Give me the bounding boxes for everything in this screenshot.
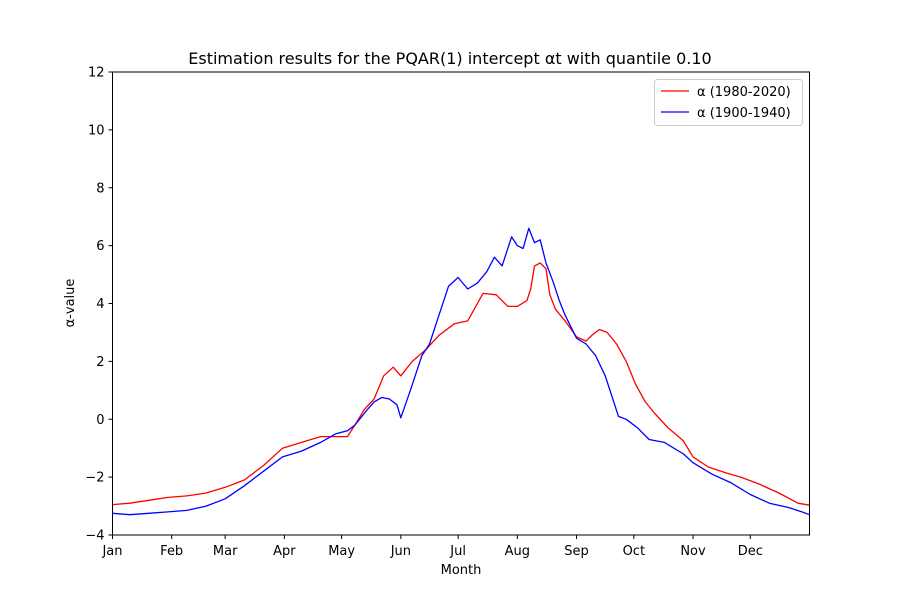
plot-area xyxy=(112,227,810,516)
x-axis: Jan Feb Mar Apr May Jun Jul Aug Sep Oct Nov Dec xyxy=(101,535,763,559)
y-tick-label: 2 xyxy=(96,355,104,370)
x-tick-label: Aug xyxy=(505,544,530,559)
y-tick-label: 0 xyxy=(96,413,104,428)
x-tick-label: Sep xyxy=(564,544,589,559)
x-tick-label: Oct xyxy=(623,544,645,559)
y-tick-label: 8 xyxy=(96,181,104,196)
x-tick-label: Jul xyxy=(449,544,466,559)
legend-box xyxy=(654,79,803,126)
x-tick-label: Jan xyxy=(101,544,122,559)
y-tick-label: 6 xyxy=(96,239,104,254)
y-tick-label: −2 xyxy=(85,471,104,486)
x-axis-label: Month xyxy=(441,563,482,578)
legend: α (1980-2020) α (1900-1940) xyxy=(654,79,803,126)
y-tick-label: 10 xyxy=(88,123,105,138)
x-tick-label: May xyxy=(328,544,355,559)
y-tick-label: −4 xyxy=(85,529,104,544)
legend-label: α (1980-2020) xyxy=(697,85,791,100)
legend-label: α (1900-1940) xyxy=(697,106,791,121)
y-tick-label: 12 xyxy=(88,66,105,81)
x-tick-label: Nov xyxy=(680,544,706,559)
y-axis-label: α-value xyxy=(63,279,78,328)
y-tick-label: 4 xyxy=(96,297,104,312)
chart-title: Estimation results for the PQAR(1) inter… xyxy=(188,49,711,68)
series-line-1 xyxy=(112,262,810,506)
x-tick-label: Apr xyxy=(273,544,296,559)
series-line-2 xyxy=(112,227,810,516)
x-tick-label: Dec xyxy=(738,544,763,559)
x-tick-label: Mar xyxy=(213,544,238,559)
x-tick-label: Jun xyxy=(390,544,411,559)
y-axis: −4 −2 0 2 4 6 8 10 12 xyxy=(85,66,113,544)
x-tick-label: Feb xyxy=(160,544,183,559)
